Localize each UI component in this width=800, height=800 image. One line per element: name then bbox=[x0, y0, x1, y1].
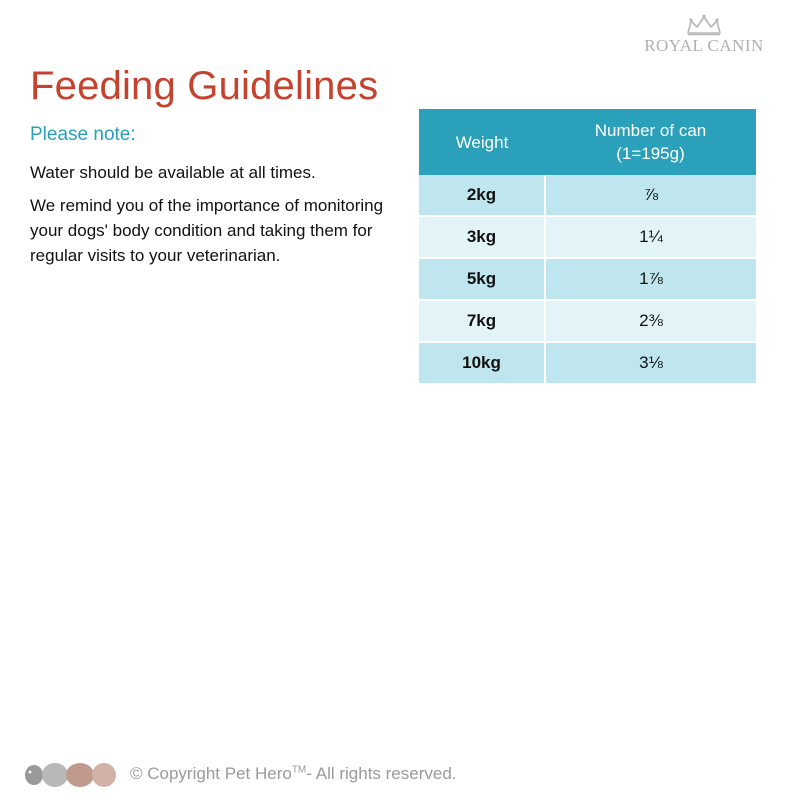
weight-cell: 3kg bbox=[419, 216, 546, 259]
header-cans-unit: (1=195g) bbox=[616, 144, 685, 163]
note-water: Water should be available at all times. bbox=[30, 163, 316, 182]
table-row: 3kg 1¼ bbox=[419, 216, 756, 259]
header-cans-label: Number of can bbox=[594, 121, 707, 140]
table-row: 5kg 1⅞ bbox=[419, 258, 756, 301]
please-note-heading: Please note: bbox=[30, 124, 136, 145]
cans-cell: 1¼ bbox=[545, 216, 756, 259]
table-row: 10kg 3⅛ bbox=[419, 342, 756, 385]
copyright: © Copyright Pet HeroTM- All rights reser… bbox=[130, 764, 457, 784]
brand-name: ROYAL CANIN bbox=[644, 36, 764, 55]
weight-cell: 10kg bbox=[419, 342, 546, 385]
pet-hero-logo bbox=[25, 763, 116, 787]
trademark: TM bbox=[291, 764, 307, 776]
cans-cell: ⅞ bbox=[545, 175, 756, 217]
crown-icon bbox=[687, 14, 721, 36]
weight-cell: 7kg bbox=[419, 300, 546, 343]
cans-cell: 1⅞ bbox=[545, 258, 756, 301]
copyright-suffix: - All rights reserved. bbox=[306, 764, 457, 783]
table-row: 2kg ⅞ bbox=[419, 175, 756, 217]
feeding-table: Weight Number of can (1=195g) 2kg ⅞ 3kg … bbox=[419, 109, 756, 385]
cans-cell: 2⅜ bbox=[545, 300, 756, 343]
page-title: Feeding Guidelines bbox=[30, 64, 379, 108]
weight-cell: 2kg bbox=[419, 175, 546, 217]
table-row: 7kg 2⅜ bbox=[419, 300, 756, 343]
header-weight: Weight bbox=[419, 109, 545, 175]
royal-canin-logo: ROYAL CANIN bbox=[634, 14, 774, 56]
cans-cell: 3⅛ bbox=[545, 342, 756, 385]
note-body-condition: We remind you of the importance of monit… bbox=[30, 196, 384, 265]
copyright-text: © Copyright Pet Hero bbox=[130, 764, 292, 783]
weight-cell: 5kg bbox=[419, 258, 546, 301]
table-header-row: Weight Number of can (1=195g) bbox=[419, 109, 756, 175]
header-number-of-can: Number of can (1=195g) bbox=[545, 109, 756, 175]
